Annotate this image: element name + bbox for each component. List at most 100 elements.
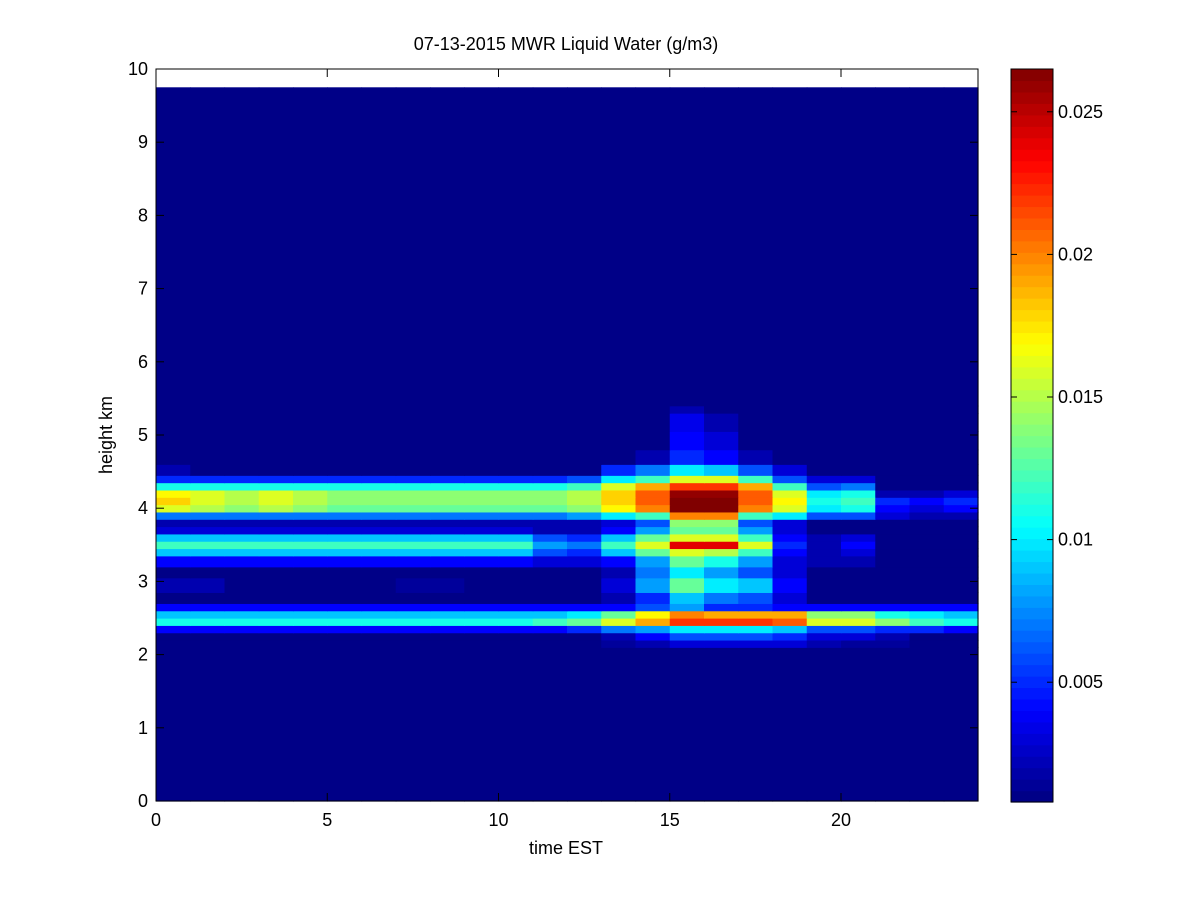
heatmap-cell	[430, 541, 465, 550]
heatmap-cell	[156, 464, 191, 476]
heatmap-cell	[532, 87, 568, 407]
heatmap-cell	[601, 87, 637, 407]
heatmap-cell	[532, 504, 568, 513]
heatmap-cell	[464, 511, 500, 520]
heatmap-cell	[875, 639, 911, 648]
heatmap-cell	[738, 603, 774, 612]
heatmap-cell	[395, 577, 431, 593]
heatmap-cell	[909, 566, 945, 579]
heatmap-cell	[156, 541, 191, 550]
heatmap-cell	[841, 577, 876, 593]
heatmap-cell	[704, 449, 739, 465]
heatmap-cell	[875, 482, 911, 491]
heatmap-cell	[498, 647, 534, 802]
heatmap-cell	[841, 497, 876, 506]
heatmap-cell	[772, 603, 808, 612]
heatmap-cell	[327, 431, 363, 451]
heatmap-cell	[772, 618, 808, 626]
heatmap-cell	[601, 632, 637, 641]
heatmap-cell	[738, 413, 774, 432]
heatmap-cell	[635, 639, 671, 648]
heatmap-cell	[909, 610, 945, 619]
heatmap-cell	[464, 625, 500, 634]
heatmap-cell	[395, 475, 431, 484]
colorbar-swatch	[1011, 252, 1053, 265]
heatmap-cell	[532, 592, 568, 604]
heatmap-cell	[395, 482, 431, 491]
heatmap-cell	[841, 489, 876, 498]
heatmap-cell	[361, 603, 397, 612]
heatmap-cell	[532, 610, 568, 619]
heatmap-cell	[909, 497, 945, 506]
heatmap-cell	[943, 566, 979, 579]
heatmap-cell	[943, 526, 979, 535]
heatmap-cell	[772, 511, 808, 520]
heatmap-cell	[224, 489, 260, 498]
heatmap-cell	[635, 647, 671, 802]
heatmap-cell	[293, 541, 328, 550]
heatmap-cell	[738, 504, 774, 513]
heatmap-cell	[498, 625, 534, 634]
heatmap-cell	[875, 541, 911, 550]
heatmap-cell	[909, 541, 945, 550]
heatmap-cell	[190, 647, 226, 802]
heatmap-cell	[258, 519, 294, 528]
heatmap-cell	[190, 639, 226, 648]
heatmap-cell	[567, 592, 602, 604]
heatmap-cell	[532, 555, 568, 568]
heatmap-cell	[567, 526, 602, 535]
heatmap-cell	[395, 489, 431, 498]
heatmap-cell	[738, 449, 774, 465]
heatmap-cell	[395, 639, 431, 648]
heatmap-cell	[669, 592, 705, 604]
heatmap-cell	[772, 482, 808, 491]
heatmap-cell	[224, 603, 260, 612]
heatmap-cell	[224, 475, 260, 484]
heatmap-cell	[464, 405, 500, 414]
heatmap-cell	[156, 482, 191, 491]
heatmap-cell	[772, 592, 808, 604]
heatmap-cell	[532, 475, 568, 484]
heatmap-cell	[841, 548, 876, 557]
heatmap-cell	[704, 632, 739, 641]
heatmap-cell	[258, 431, 294, 451]
colorbar-swatch	[1011, 733, 1053, 746]
heatmap-cell	[430, 577, 465, 593]
heatmap-cell	[875, 603, 911, 612]
heatmap-cell	[738, 431, 774, 451]
heatmap-cell	[943, 610, 979, 619]
heatmap-cell	[464, 632, 500, 641]
heatmap-cell	[909, 533, 945, 542]
heatmap-cell	[669, 489, 705, 498]
heatmap-cell	[635, 511, 671, 520]
heatmap-cell	[156, 475, 191, 484]
heatmap-cell	[669, 519, 705, 528]
heatmap-cell	[327, 511, 363, 520]
heatmap-cell	[567, 610, 602, 619]
y-tick-label: 4	[138, 498, 148, 518]
heatmap-cell	[293, 405, 328, 414]
heatmap-cell	[532, 449, 568, 465]
heatmap-cell	[601, 618, 637, 626]
heatmap-cell	[806, 504, 842, 513]
heatmap-cell	[909, 519, 945, 528]
heatmap-cell	[567, 449, 602, 465]
heatmap-cell	[738, 555, 774, 568]
heatmap-cell	[361, 511, 397, 520]
heatmap-cell	[601, 548, 637, 557]
heatmap-cell	[601, 592, 637, 604]
heatmap-cell	[156, 533, 191, 542]
heatmap-cell	[875, 533, 911, 542]
colorbar-swatch	[1011, 298, 1053, 311]
heatmap-cell	[601, 519, 637, 528]
heatmap-cell	[190, 577, 226, 593]
heatmap-cell	[909, 632, 945, 641]
heatmap-cell	[224, 87, 260, 407]
colorbar-swatch	[1011, 194, 1053, 208]
y-axis-label: height km	[96, 396, 116, 474]
heatmap-cell	[258, 639, 294, 648]
heatmap-cell	[190, 625, 226, 634]
heatmap-cell	[943, 647, 979, 802]
heatmap-cell	[601, 482, 637, 491]
heatmap-cell	[875, 489, 911, 498]
